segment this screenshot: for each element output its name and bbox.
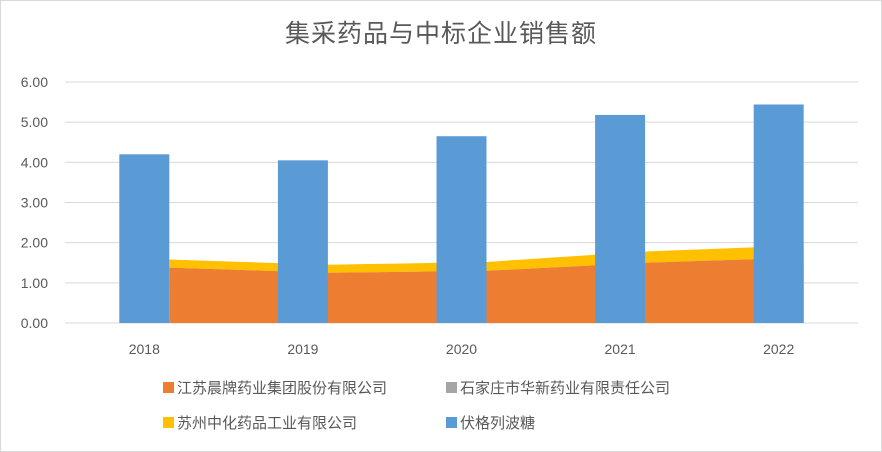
legend-item-3: 伏格列波糖 [446, 412, 535, 433]
bar-2018 [119, 154, 170, 323]
bar-2022 [753, 104, 804, 323]
legend-item-1: 石家庄市华新药业有限责任公司 [446, 377, 670, 398]
bar-2020 [436, 136, 487, 323]
legend-label-3: 伏格列波糖 [460, 414, 536, 432]
x-tick-label: 2020 [446, 341, 477, 357]
y-tick-label: 2.00 [21, 235, 48, 251]
y-tick-label: 6.00 [21, 74, 48, 90]
legend-label-2: 苏州中化药品工业有限公司 [177, 414, 358, 432]
legend-item-0: 江苏晨牌药业集团股份有限公司 [163, 377, 387, 398]
legend-item-2: 苏州中化药品工业有限公司 [163, 412, 357, 433]
legend-swatch-3 [446, 417, 457, 428]
chart-title: 集采药品与中标企业销售额 [284, 19, 597, 48]
area-series-suzhou [169, 245, 804, 273]
y-tick-label: 0.00 [21, 315, 48, 331]
y-tick-label: 1.00 [21, 275, 48, 291]
legend-swatch-1 [446, 382, 457, 393]
x-tick-label: 2022 [763, 341, 794, 357]
legend-swatch-2 [163, 417, 174, 428]
legend-label-1: 石家庄市华新药业有限责任公司 [460, 379, 671, 397]
x-tick-label: 2021 [605, 341, 636, 357]
legend-swatch-0 [163, 382, 174, 393]
y-tick-label: 5.00 [21, 114, 48, 130]
legend-label-0: 江苏晨牌药业集团股份有限公司 [177, 379, 388, 397]
x-tick-label: 2019 [287, 341, 318, 357]
y-tick-label: 3.00 [21, 195, 48, 211]
x-tick-label: 2018 [129, 341, 160, 357]
bar-2021 [595, 114, 646, 323]
bar-2019 [277, 160, 328, 323]
y-tick-label: 4.00 [21, 154, 48, 170]
